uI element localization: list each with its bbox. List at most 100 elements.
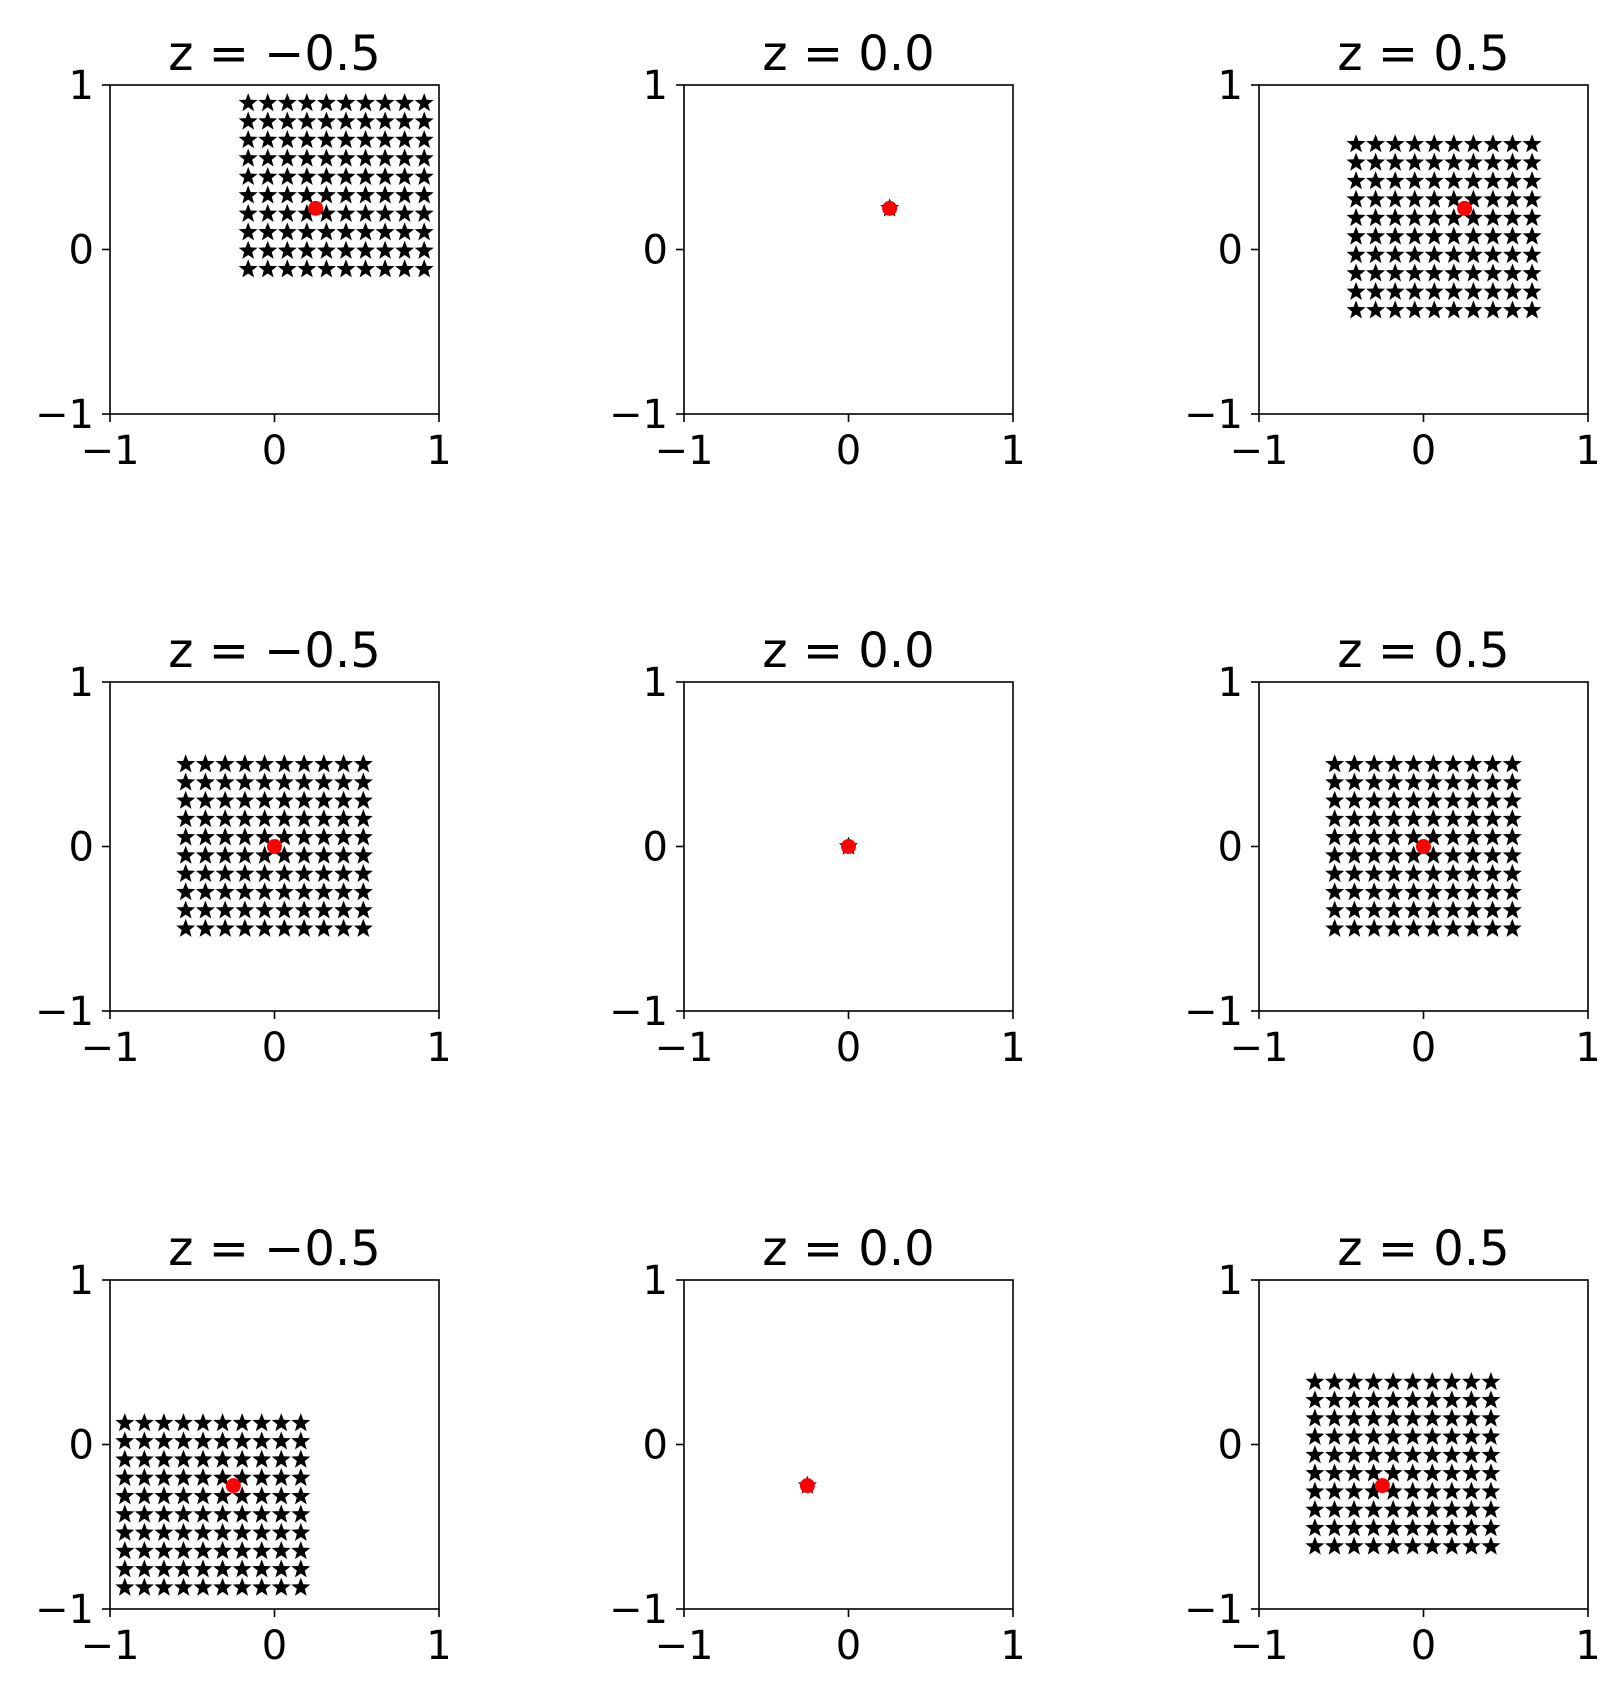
star-marker <box>1403 1499 1423 1519</box>
star-marker <box>115 1486 135 1505</box>
star-marker <box>1463 790 1483 809</box>
center-point-marker <box>1457 200 1473 216</box>
star-marker <box>294 845 314 864</box>
y-tick-label: −1 <box>35 392 94 438</box>
star-marker <box>1444 226 1464 245</box>
star-marker <box>1483 226 1503 245</box>
star-marker <box>1463 300 1483 319</box>
subplot-8: z = 0.0 −1 0 1 −1 0 1 <box>609 1221 1026 1669</box>
star-marker <box>255 863 275 883</box>
star-marker <box>414 93 434 112</box>
star-marker <box>356 166 376 186</box>
star-marker <box>316 111 336 130</box>
star-marker <box>1522 263 1542 282</box>
star-marker <box>414 185 434 204</box>
star-marker <box>1384 790 1404 809</box>
star-marker <box>1364 827 1384 846</box>
star-marker <box>258 148 278 167</box>
star-marker <box>1461 1463 1481 1482</box>
subplot-title: z = 0.5 <box>1337 1221 1509 1277</box>
star-marker <box>238 130 258 149</box>
star-marker <box>353 900 373 919</box>
star-marker <box>1463 845 1483 864</box>
star-marker <box>336 185 356 204</box>
star-marker <box>356 111 376 130</box>
star-marker <box>334 918 354 937</box>
star-marker <box>1481 1499 1501 1519</box>
star-marker <box>1502 790 1522 809</box>
star-marker <box>1463 863 1483 883</box>
star-marker <box>1385 226 1405 245</box>
star-marker <box>1384 863 1404 883</box>
star-marker <box>173 1449 193 1468</box>
x-tick-label: 1 <box>426 1025 451 1071</box>
star-marker <box>353 863 373 883</box>
y-tick-label: 0 <box>1218 1423 1243 1469</box>
x-tick-label: 1 <box>1000 1025 1025 1071</box>
plot-area <box>238 93 434 278</box>
star-marker <box>1444 171 1464 190</box>
star-marker <box>375 240 395 259</box>
star-marker <box>154 1486 174 1505</box>
subplot-2: z = 0.0 −1 0 1 −1 0 1 <box>609 26 1026 474</box>
star-marker <box>1424 208 1444 227</box>
star-marker <box>1364 900 1384 919</box>
star-marker <box>1325 772 1345 791</box>
star-marker <box>255 882 275 901</box>
star-marker <box>1344 1481 1364 1500</box>
star-marker <box>1344 918 1364 937</box>
star-marker <box>1403 1390 1423 1409</box>
star-marker <box>215 863 235 883</box>
y-tick-label: −1 <box>609 392 668 438</box>
star-marker <box>1461 1518 1481 1537</box>
star-marker <box>238 166 258 186</box>
star-marker <box>252 1467 272 1487</box>
star-marker <box>1324 1408 1344 1427</box>
star-marker <box>1344 1536 1364 1555</box>
star-marker <box>291 1413 311 1432</box>
star-marker <box>1422 1463 1442 1482</box>
star-marker <box>297 148 317 167</box>
star-marker <box>274 827 294 846</box>
subplot-4: z = −0.5 −1 0 1 −1 0 1 <box>35 623 452 1071</box>
star-marker <box>154 1467 174 1487</box>
subplot-1: z = −0.5 −1 0 1 −1 0 1 <box>35 26 452 474</box>
star-marker <box>1481 1518 1501 1537</box>
star-marker <box>353 772 373 791</box>
star-marker <box>1383 1499 1403 1519</box>
star-marker <box>271 1522 291 1541</box>
star-marker <box>1442 1536 1462 1555</box>
subplot-title: z = 0.0 <box>762 623 934 679</box>
plot-area <box>115 1413 311 1596</box>
star-marker <box>1383 1481 1403 1500</box>
star-marker <box>1405 152 1425 171</box>
star-marker <box>1522 189 1542 208</box>
star-marker <box>1461 1445 1481 1464</box>
star-marker <box>1344 1390 1364 1409</box>
star-marker <box>235 754 255 773</box>
star-marker <box>297 222 317 241</box>
star-marker <box>334 882 354 901</box>
star-marker <box>336 111 356 130</box>
star-marker <box>134 1449 154 1468</box>
star-marker <box>252 1577 272 1596</box>
star-marker <box>1422 1536 1442 1555</box>
star-marker <box>334 845 354 864</box>
star-marker <box>1305 1536 1325 1555</box>
star-marker <box>255 772 275 791</box>
star-marker <box>1366 263 1386 282</box>
star-marker <box>238 148 258 167</box>
star-marker <box>1364 1408 1384 1427</box>
star-marker <box>297 111 317 130</box>
star-marker <box>1324 1426 1344 1445</box>
star-marker <box>1423 809 1443 828</box>
star-marker <box>255 845 275 864</box>
axes-frame <box>683 84 1014 415</box>
star-marker <box>1385 152 1405 171</box>
x-tick-label: 1 <box>1000 1623 1025 1669</box>
star-marker <box>1405 281 1425 300</box>
star-marker <box>277 111 297 130</box>
star-marker <box>1422 1426 1442 1445</box>
star-marker <box>1324 1499 1344 1519</box>
star-marker <box>232 1504 252 1523</box>
